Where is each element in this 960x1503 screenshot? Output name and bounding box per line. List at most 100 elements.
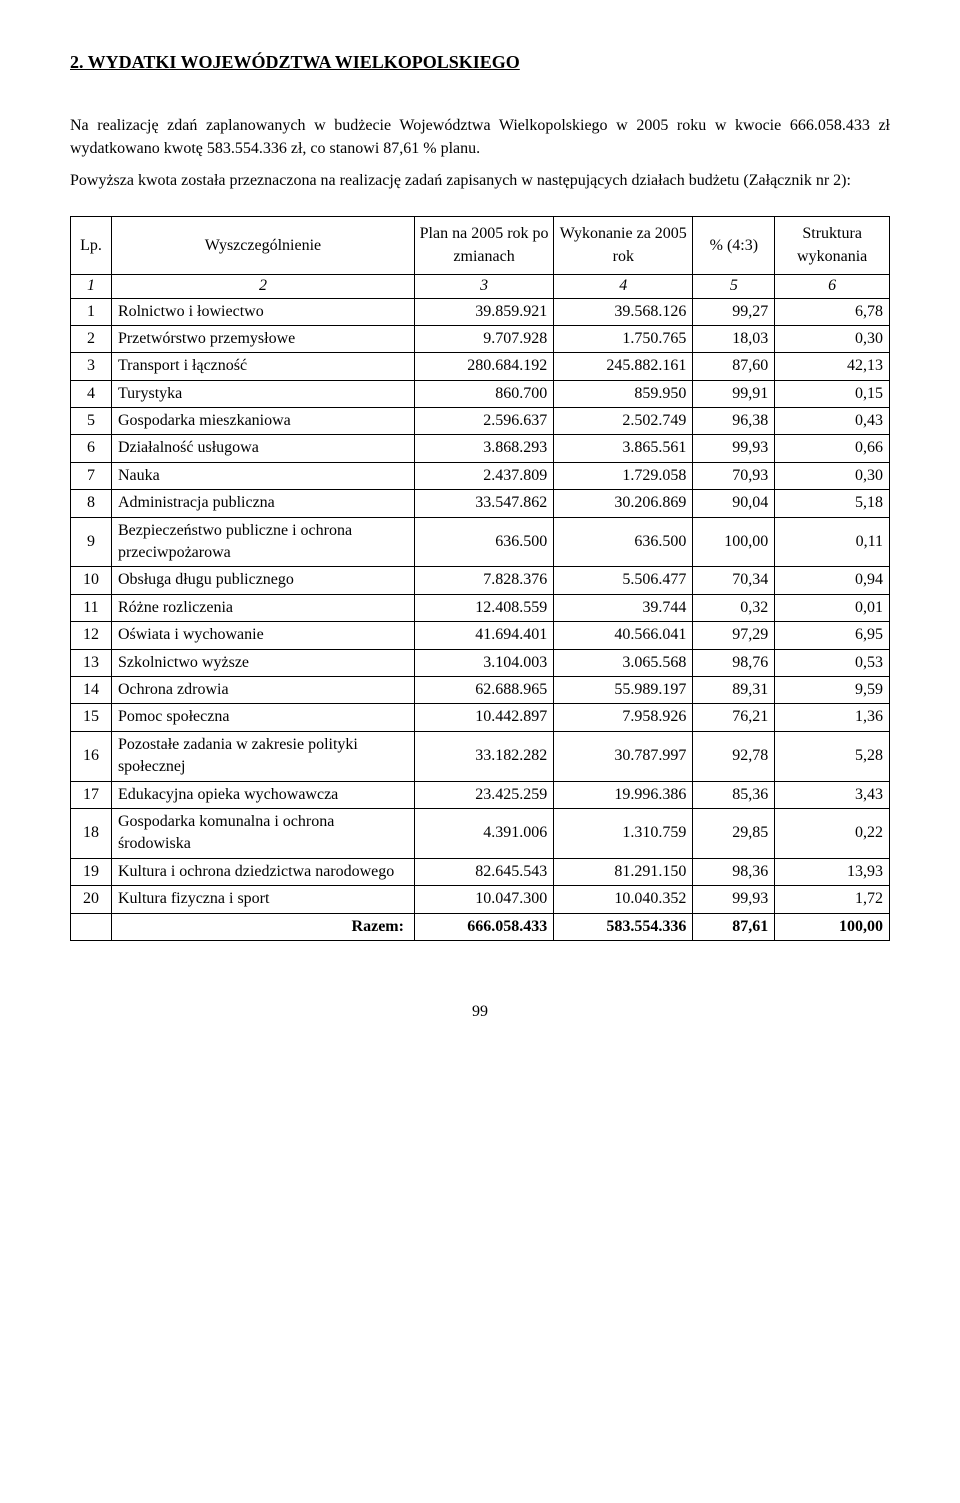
cell-pct: 70,93: [693, 462, 775, 489]
cell-str: 0,43: [775, 408, 890, 435]
cell-str: 0,30: [775, 325, 890, 352]
section-heading: 2. WYDATKI WOJEWÓDZTWA WIELKOPOLSKIEGO: [70, 50, 890, 75]
cell-lp: 15: [71, 704, 112, 731]
cell-pct: 0,32: [693, 594, 775, 621]
cell-name: Bezpieczeństwo publiczne i ochrona przec…: [111, 517, 414, 567]
cell-str: 0,94: [775, 567, 890, 594]
cell-plan: 10.442.897: [414, 704, 553, 731]
cell-wyk: 7.958.926: [554, 704, 693, 731]
table-row: 13Szkolnictwo wyższe3.104.0033.065.56898…: [71, 649, 890, 676]
header-structure: Struktura wykonania: [775, 217, 890, 275]
cell-plan: 3.868.293: [414, 435, 553, 462]
cell-str: 3,43: [775, 781, 890, 808]
table-row: 18Gospodarka komunalna i ochrona środowi…: [71, 808, 890, 858]
cell-wyk: 1.729.058: [554, 462, 693, 489]
cell-name: Rolnictwo i łowiectwo: [111, 298, 414, 325]
cell-wyk: 1.750.765: [554, 325, 693, 352]
table-header-row: Lp. Wyszczególnienie Plan na 2005 rok po…: [71, 217, 890, 275]
subheader-4: 4: [554, 275, 693, 298]
cell-plan: 33.182.282: [414, 731, 553, 781]
cell-name: Ochrona zdrowia: [111, 677, 414, 704]
total-lp: [71, 913, 112, 940]
cell-pct: 18,03: [693, 325, 775, 352]
total-pct: 87,61: [693, 913, 775, 940]
table-row: 16Pozostałe zadania w zakresie polityki …: [71, 731, 890, 781]
total-label: Razem:: [111, 913, 414, 940]
cell-name: Przetwórstwo przemysłowe: [111, 325, 414, 352]
cell-plan: 636.500: [414, 517, 553, 567]
cell-str: 1,72: [775, 886, 890, 913]
cell-wyk: 39.744: [554, 594, 693, 621]
cell-wyk: 3.065.568: [554, 649, 693, 676]
cell-name: Pozostałe zadania w zakresie polityki sp…: [111, 731, 414, 781]
cell-lp: 20: [71, 886, 112, 913]
cell-wyk: 40.566.041: [554, 622, 693, 649]
cell-plan: 7.828.376: [414, 567, 553, 594]
cell-lp: 7: [71, 462, 112, 489]
cell-str: 42,13: [775, 353, 890, 380]
cell-lp: 13: [71, 649, 112, 676]
table-row: 20Kultura fizyczna i sport10.047.30010.0…: [71, 886, 890, 913]
cell-pct: 87,60: [693, 353, 775, 380]
cell-plan: 10.047.300: [414, 886, 553, 913]
cell-pct: 29,85: [693, 808, 775, 858]
cell-plan: 860.700: [414, 380, 553, 407]
table-subheader-row: 1 2 3 4 5 6: [71, 275, 890, 298]
cell-wyk: 859.950: [554, 380, 693, 407]
intro-paragraph-2: Powyższa kwota została przeznaczona na r…: [70, 170, 890, 192]
table-row: 5Gospodarka mieszkaniowa2.596.6372.502.7…: [71, 408, 890, 435]
total-wyk: 583.554.336: [554, 913, 693, 940]
table-row: 14Ochrona zdrowia62.688.96555.989.19789,…: [71, 677, 890, 704]
cell-str: 5,18: [775, 490, 890, 517]
table-row: 19Kultura i ochrona dziedzictwa narodowe…: [71, 858, 890, 885]
header-name: Wyszczególnienie: [111, 217, 414, 275]
cell-lp: 12: [71, 622, 112, 649]
cell-name: Gospodarka komunalna i ochrona środowisk…: [111, 808, 414, 858]
cell-plan: 2.437.809: [414, 462, 553, 489]
cell-wyk: 30.206.869: [554, 490, 693, 517]
cell-name: Gospodarka mieszkaniowa: [111, 408, 414, 435]
subheader-6: 6: [775, 275, 890, 298]
cell-wyk: 10.040.352: [554, 886, 693, 913]
table-row: 9Bezpieczeństwo publiczne i ochrona prze…: [71, 517, 890, 567]
cell-plan: 82.645.543: [414, 858, 553, 885]
header-lp: Lp.: [71, 217, 112, 275]
cell-wyk: 19.996.386: [554, 781, 693, 808]
cell-name: Różne rozliczenia: [111, 594, 414, 621]
cell-wyk: 245.882.161: [554, 353, 693, 380]
table-row: 6Działalność usługowa3.868.2933.865.5619…: [71, 435, 890, 462]
cell-str: 9,59: [775, 677, 890, 704]
table-row: 1Rolnictwo i łowiectwo39.859.92139.568.1…: [71, 298, 890, 325]
cell-lp: 6: [71, 435, 112, 462]
cell-wyk: 5.506.477: [554, 567, 693, 594]
total-plan: 666.058.433: [414, 913, 553, 940]
cell-plan: 280.684.192: [414, 353, 553, 380]
cell-wyk: 2.502.749: [554, 408, 693, 435]
cell-wyk: 55.989.197: [554, 677, 693, 704]
cell-str: 0,11: [775, 517, 890, 567]
cell-str: 0,66: [775, 435, 890, 462]
cell-lp: 14: [71, 677, 112, 704]
cell-pct: 76,21: [693, 704, 775, 731]
cell-lp: 18: [71, 808, 112, 858]
cell-name: Oświata i wychowanie: [111, 622, 414, 649]
cell-pct: 99,91: [693, 380, 775, 407]
header-plan: Plan na 2005 rok po zmianach: [414, 217, 553, 275]
cell-plan: 3.104.003: [414, 649, 553, 676]
table-row: 17Edukacyjna opieka wychowawcza23.425.25…: [71, 781, 890, 808]
cell-name: Administracja publiczna: [111, 490, 414, 517]
table-row: 11Różne rozliczenia12.408.55939.7440,320…: [71, 594, 890, 621]
table-body: 1Rolnictwo i łowiectwo39.859.92139.568.1…: [71, 298, 890, 913]
table-row: 10Obsługa długu publicznego7.828.3765.50…: [71, 567, 890, 594]
table-row: 8Administracja publiczna33.547.86230.206…: [71, 490, 890, 517]
cell-pct: 96,38: [693, 408, 775, 435]
cell-lp: 16: [71, 731, 112, 781]
cell-pct: 89,31: [693, 677, 775, 704]
table-row: 15Pomoc społeczna10.442.8977.958.92676,2…: [71, 704, 890, 731]
intro-paragraph-1: Na realizację zdań zaplanowanych w budże…: [70, 115, 890, 160]
cell-wyk: 1.310.759: [554, 808, 693, 858]
cell-lp: 4: [71, 380, 112, 407]
cell-str: 0,15: [775, 380, 890, 407]
table-row: 2Przetwórstwo przemysłowe9.707.9281.750.…: [71, 325, 890, 352]
cell-name: Obsługa długu publicznego: [111, 567, 414, 594]
